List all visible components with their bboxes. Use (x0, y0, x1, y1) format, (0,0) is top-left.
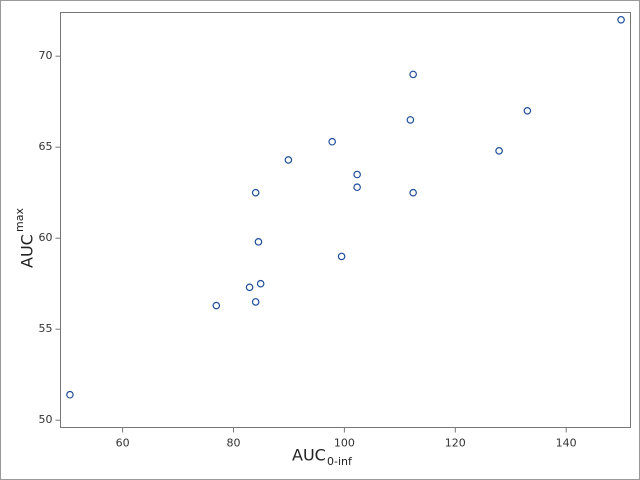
point (523, 106, 532, 115)
point (328, 137, 336, 146)
point (495, 147, 503, 155)
y-tick-label: 70 (39, 49, 53, 62)
y-tick-label: 65 (39, 140, 53, 153)
x-axis-label-sub: 0-inf (327, 455, 353, 468)
x-tick-label: 80 (226, 437, 240, 450)
point (353, 170, 361, 179)
y-axis-label-sup: max (13, 208, 26, 232)
y-tick-label: 55 (39, 322, 53, 335)
point (337, 252, 346, 261)
point (66, 390, 74, 399)
y-axis-label: AUC (18, 234, 37, 268)
x-tick-label: 100 (334, 437, 355, 450)
x-tick-label: 120 (445, 437, 466, 450)
y-tick-label: 60 (39, 231, 53, 244)
point (406, 116, 415, 124)
point (212, 301, 221, 310)
x-tick-label: 60 (116, 437, 130, 450)
point (251, 188, 260, 197)
plot-area (60, 12, 631, 428)
x-tick-label: 140 (556, 437, 577, 450)
point (409, 70, 417, 79)
point (353, 183, 361, 192)
point (409, 188, 417, 197)
point (254, 238, 263, 246)
point (251, 298, 260, 306)
point (245, 283, 254, 292)
y-tick-label: 50 (39, 413, 53, 426)
x-axis-label: AUC (292, 446, 326, 465)
point (617, 15, 625, 24)
point (256, 279, 265, 288)
point (284, 156, 293, 164)
